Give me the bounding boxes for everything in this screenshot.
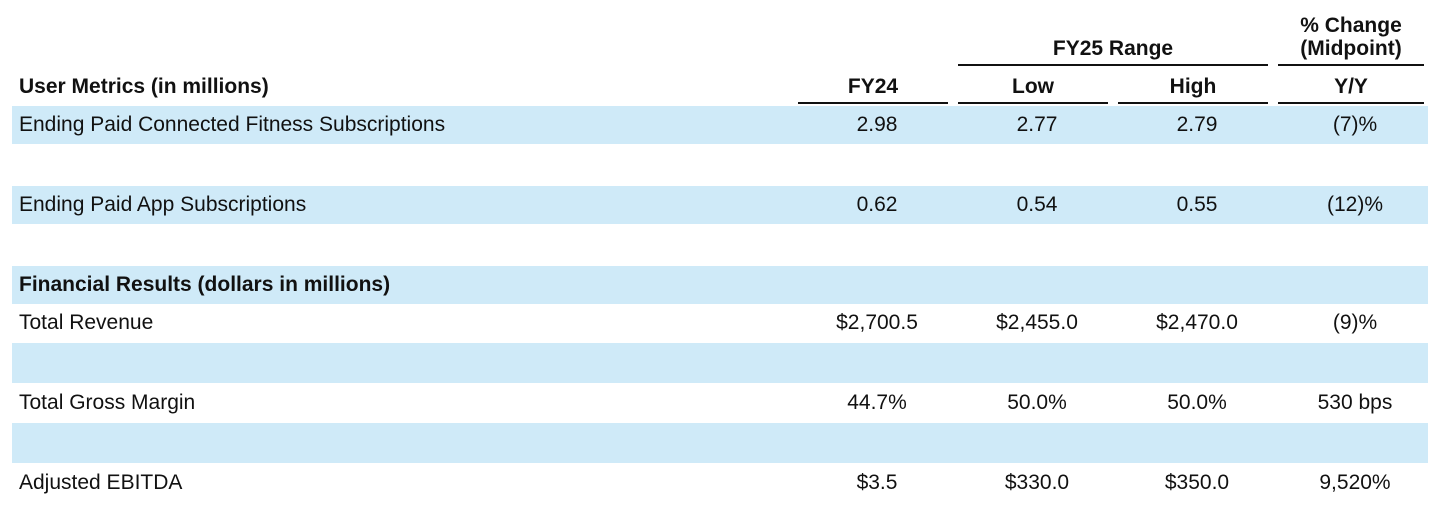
change-value: (7)% bbox=[1332, 113, 1378, 136]
yy-header-rule bbox=[1278, 102, 1424, 104]
row-label: Adjusted EBITDA bbox=[19, 471, 183, 494]
change-rule bbox=[1278, 64, 1424, 66]
fy24-value: $3.5 bbox=[856, 471, 898, 494]
column-group-header-fy25-range: FY25 Range bbox=[1052, 37, 1174, 60]
fy24-header-rule bbox=[798, 102, 948, 104]
table-row-app-subscriptions: Ending Paid App Subscriptions 0.62 0.54 … bbox=[12, 186, 1428, 224]
high-value: 50.0% bbox=[1167, 391, 1227, 414]
spacer-band bbox=[12, 423, 1428, 463]
high-value: $2,470.0 bbox=[1156, 311, 1238, 334]
row-label: Total Gross Margin bbox=[19, 391, 196, 414]
table-row-connected-fitness: Ending Paid Connected Fitness Subscripti… bbox=[12, 106, 1428, 144]
fy24-value: $2,700.5 bbox=[836, 311, 918, 334]
high-value: 0.55 bbox=[1176, 193, 1218, 216]
row-label: Ending Paid Connected Fitness Subscripti… bbox=[19, 113, 446, 136]
row-label: Ending Paid App Subscriptions bbox=[19, 193, 307, 216]
fy24-value: 44.7% bbox=[847, 391, 907, 414]
low-value: 50.0% bbox=[1007, 391, 1067, 414]
change-value: 530 bps bbox=[1317, 391, 1393, 414]
column-header-yy: Y/Y bbox=[1334, 75, 1368, 98]
column-header-high: High bbox=[1169, 75, 1217, 98]
high-header-rule bbox=[1118, 102, 1268, 104]
column-header-low: Low bbox=[1012, 75, 1054, 98]
row-label: Total Revenue bbox=[19, 311, 154, 334]
low-value: $2,455.0 bbox=[996, 311, 1078, 334]
column-header-midpoint: (Midpoint) bbox=[1300, 37, 1402, 60]
section-label: Financial Results (dollars in millions) bbox=[19, 273, 391, 296]
table-row-gross-margin: Total Gross Margin 44.7% 50.0% 50.0% 530… bbox=[12, 384, 1428, 422]
fy24-value: 2.98 bbox=[856, 113, 898, 136]
low-value: 0.54 bbox=[1016, 193, 1058, 216]
high-value: $350.0 bbox=[1164, 471, 1230, 494]
low-value: 2.77 bbox=[1016, 113, 1058, 136]
section-title-user-metrics: User Metrics (in millions) bbox=[19, 75, 269, 98]
change-value: 9,520% bbox=[1319, 471, 1391, 494]
column-header-fy24: FY24 bbox=[847, 75, 899, 98]
high-value: 2.79 bbox=[1176, 113, 1218, 136]
low-header-rule bbox=[958, 102, 1108, 104]
change-value: (12)% bbox=[1326, 193, 1384, 216]
table-row-total-revenue: Total Revenue $2,700.5 $2,455.0 $2,470.0… bbox=[12, 304, 1428, 342]
column-header-change: % Change bbox=[1300, 14, 1402, 37]
section-title-financial-results: Financial Results (dollars in millions) bbox=[12, 266, 1428, 304]
fy24-value: 0.62 bbox=[856, 193, 898, 216]
spacer-band bbox=[12, 343, 1428, 383]
table-row-adjusted-ebitda: Adjusted EBITDA $3.5 $330.0 $350.0 9,520… bbox=[12, 464, 1428, 502]
fy25-range-rule bbox=[958, 64, 1268, 66]
low-value: $330.0 bbox=[1004, 471, 1070, 494]
change-value: (9)% bbox=[1332, 311, 1378, 334]
